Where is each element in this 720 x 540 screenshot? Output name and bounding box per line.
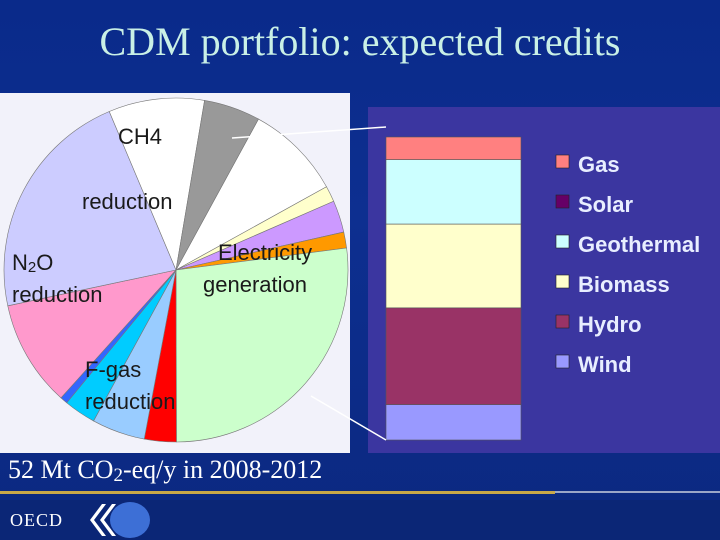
pie-label-fgas: F-gas [85, 357, 141, 382]
bar-segment-biomass [385, 223, 522, 309]
pie-labels: CH4 reduction N2O reduction Electricity … [12, 124, 312, 414]
slide-title: CDM portfolio: expected credits [99, 19, 621, 64]
legend-label-hydro: Hydro [578, 312, 642, 337]
stacked-bar-chart [385, 136, 522, 441]
bar-legend: Gas Solar Geothermal Biomass Hydro Wind [555, 152, 700, 377]
legend-swatch-biomass [555, 274, 570, 289]
footer-rule-right [555, 491, 720, 493]
bar-segment-hydro [385, 307, 522, 405]
pie-slice-11 [108, 97, 205, 272]
pie-slice-0 [175, 118, 327, 271]
legend-label-wind: Wind [578, 352, 632, 377]
pie-slice-9 [7, 269, 177, 399]
bar-segment-gas [385, 136, 522, 160]
pie-label-n2o-reduction: reduction [12, 282, 103, 307]
bar-segment-geothermal [385, 159, 522, 225]
legend-label-biomass: Biomass [578, 272, 670, 297]
pie-label-generation: generation [203, 272, 307, 297]
legend-label-gas: Gas [578, 152, 620, 177]
pie-label-ch4-reduction: reduction [82, 189, 173, 214]
legend-swatch-geothermal [555, 234, 570, 249]
legend-swatch-gas [555, 154, 570, 169]
connector-line-bottom [310, 395, 387, 441]
pie-slice-12 [175, 100, 259, 271]
footer-rule [0, 491, 555, 494]
pie-slice-10 [3, 111, 177, 307]
pie-label-ch4: CH4 [118, 124, 162, 149]
connector-line-top [231, 126, 387, 139]
oecd-label: OECD [10, 510, 63, 530]
pie-chart [3, 97, 349, 443]
pie-slice-4 [175, 247, 349, 443]
bar-segment-wind [385, 404, 522, 441]
legend-label-solar: Solar [578, 192, 633, 217]
legend-label-geothermal: Geothermal [578, 232, 700, 257]
legend-swatch-hydro [555, 314, 570, 329]
oecd-logo-icon [90, 502, 150, 538]
pie-label-fgas-reduction: reduction [85, 389, 176, 414]
footer-caption: 52 Mt CO2-eq/y in 2008-2012 [8, 455, 323, 486]
legend-swatch-solar [555, 194, 570, 209]
legend-swatch-wind [555, 354, 570, 369]
pie-label-n2o: N2O [12, 250, 53, 276]
pie-label-electricity: Electricity [218, 240, 312, 265]
